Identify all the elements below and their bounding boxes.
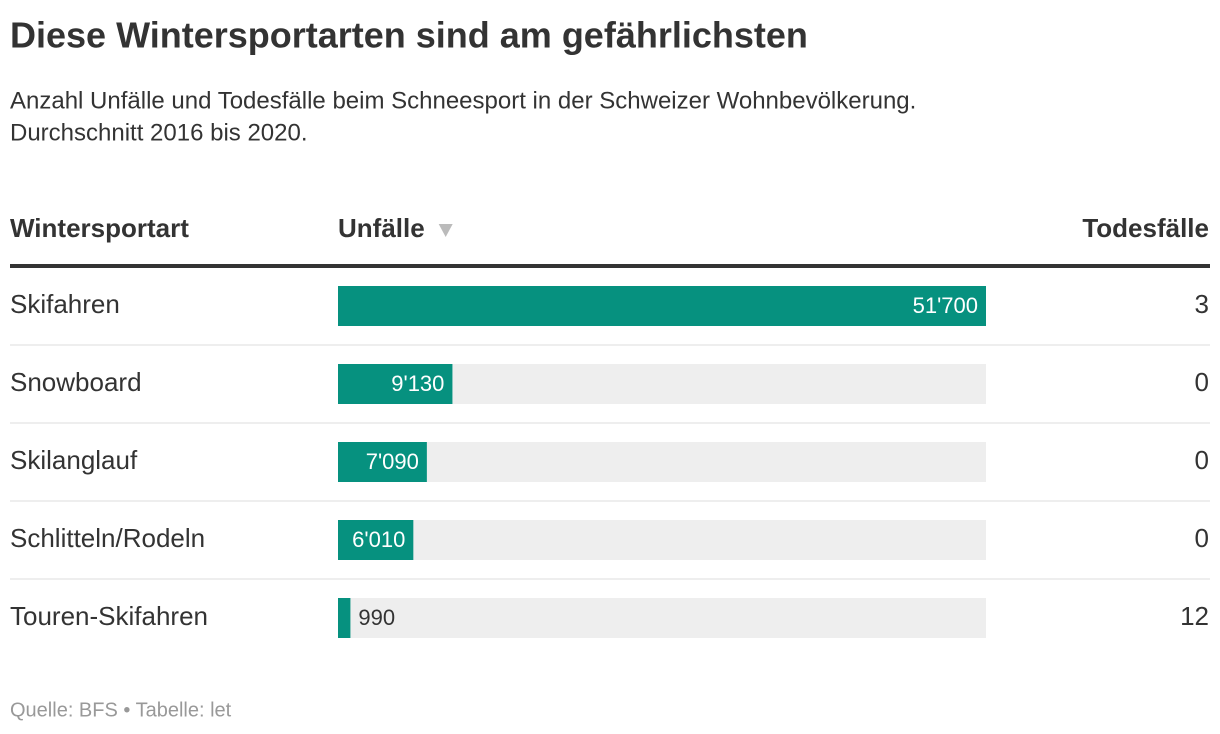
deaths: 0 — [1195, 445, 1209, 475]
footer: Quelle: BFS • Tabelle: let — [10, 699, 232, 721]
bar-track — [338, 442, 986, 482]
sort-icon[interactable] — [438, 224, 453, 237]
column-header[interactable]: Todesfälle — [1082, 213, 1209, 243]
sport-name: Schlitteln/Rodeln — [10, 523, 205, 553]
sport-name: Touren-Skifahren — [10, 601, 208, 631]
value-label: 9'130 — [391, 371, 444, 396]
bar — [338, 286, 986, 326]
value-label: 7'090 — [366, 449, 419, 474]
value-label: 990 — [358, 605, 395, 630]
column-header[interactable]: Wintersportart — [10, 213, 189, 243]
header-rule — [10, 264, 1210, 268]
bar-track — [338, 598, 986, 638]
subtitle: Anzahl Unfälle und Todesfälle beim Schne… — [10, 87, 916, 114]
bar — [338, 442, 427, 482]
bar — [338, 520, 414, 560]
deaths: 3 — [1195, 289, 1209, 319]
sport-name: Skilanglauf — [10, 445, 138, 475]
subtitle: Durchschnitt 2016 bis 2020. — [10, 119, 308, 146]
sport-name: Skifahren — [10, 289, 120, 319]
value-label: 6'010 — [352, 527, 405, 552]
column-header[interactable]: Unfälle — [338, 213, 425, 243]
deaths: 0 — [1195, 367, 1209, 397]
bar-track — [338, 520, 986, 560]
bar — [338, 598, 351, 638]
bar — [338, 364, 453, 404]
value-label: 51'700 — [913, 293, 978, 318]
deaths: 12 — [1180, 601, 1209, 631]
title: Diese Wintersportarten sind am gefährlic… — [10, 15, 808, 56]
deaths: 0 — [1195, 523, 1209, 553]
sport-name: Snowboard — [10, 367, 142, 397]
